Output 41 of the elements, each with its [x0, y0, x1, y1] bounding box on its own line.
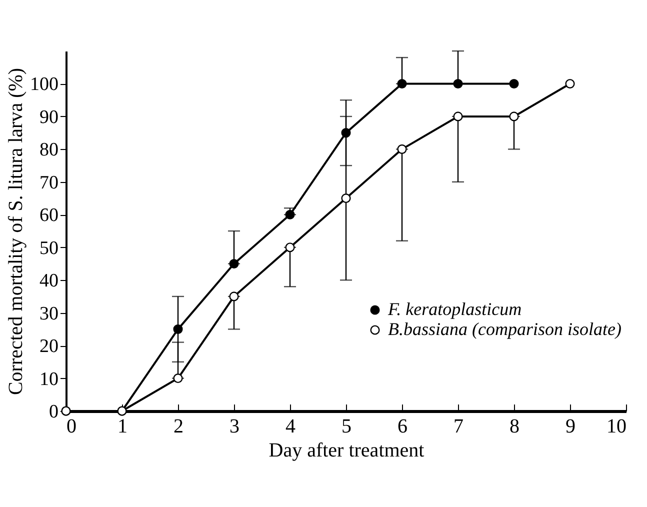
legend-label: B.bassiana (comparison isolate)	[388, 319, 622, 339]
point	[229, 258, 239, 268]
x-tick-label: 2	[174, 416, 184, 438]
y-tick-label: 50	[40, 238, 58, 259]
point	[285, 210, 295, 220]
y-tick-label: 40	[40, 270, 58, 292]
x-tick-label: 5	[342, 416, 352, 438]
point	[229, 292, 239, 302]
point	[453, 78, 463, 88]
x-tick-label: 3	[230, 416, 240, 438]
x-tick-label: 8	[510, 416, 520, 438]
point	[173, 374, 183, 384]
point	[565, 78, 575, 88]
x-tick-label: 0	[66, 416, 76, 438]
y-tick-label: 80	[40, 140, 58, 161]
point	[397, 78, 407, 88]
x-tick-label: 6	[398, 416, 408, 438]
y-tick-label: 70	[40, 172, 58, 194]
point	[173, 324, 183, 334]
point	[341, 194, 351, 204]
y-axis-title: Corrected mortality of S. litura larva (%)	[5, 68, 27, 396]
point	[341, 128, 351, 138]
x-tick-label: 7	[454, 416, 464, 438]
x-tick-label: 4	[286, 416, 296, 438]
x-tick-label: 1	[118, 416, 128, 438]
x-tick-label: 10	[606, 416, 626, 438]
y-tick-label: 30	[40, 303, 58, 324]
point	[453, 112, 463, 122]
y-tick-label: 20	[40, 336, 58, 358]
x-tick-label: 9	[566, 416, 576, 438]
y-tick-label: 10	[40, 368, 58, 390]
point	[509, 78, 519, 88]
y-tick-label: 60	[40, 205, 58, 226]
point	[285, 242, 295, 252]
y-tick-label: 90	[40, 106, 58, 128]
point	[509, 112, 519, 122]
point	[397, 144, 407, 154]
legend-label: F. keratoplasticum	[387, 299, 522, 319]
x-axis-title: Day after treatment	[268, 440, 425, 462]
y-tick-label: 0	[49, 402, 58, 422]
y-tick-label: 100	[30, 74, 58, 96]
